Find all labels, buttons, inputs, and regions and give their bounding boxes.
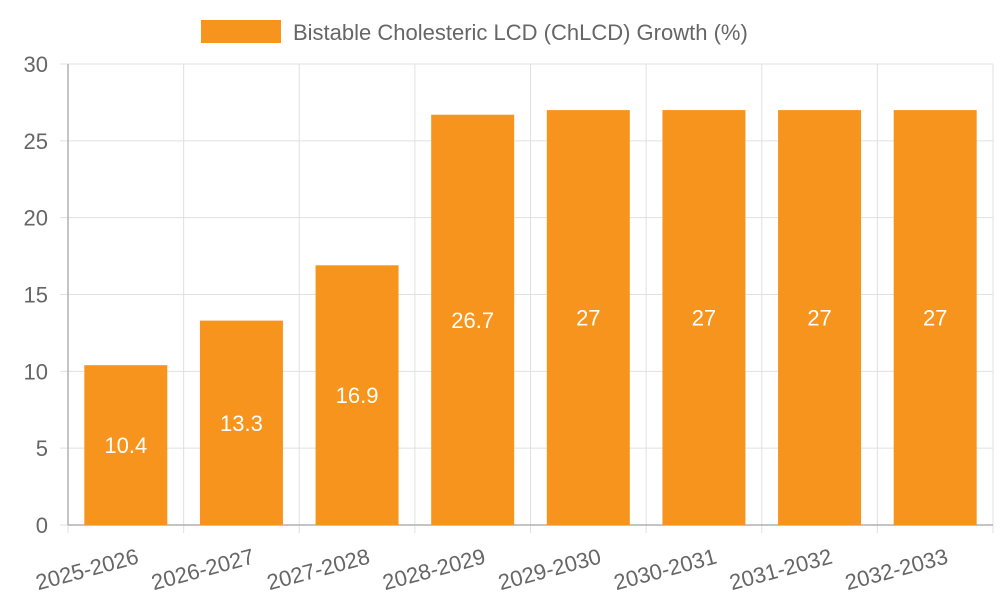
x-tick-label: 2030-2031 xyxy=(611,544,719,595)
bar-2025-2026[interactable] xyxy=(84,365,168,525)
bar-value-label: 27 xyxy=(923,306,947,331)
y-tick-label: 0 xyxy=(36,513,48,538)
y-tick-label: 30 xyxy=(24,52,48,77)
bar-value-label: 26.7 xyxy=(451,308,494,333)
data-labels: 10.4 13.3 16.9 26.7 27 27 27 27 xyxy=(104,306,947,459)
bar-value-label: 27 xyxy=(692,306,716,331)
legend-label[interactable]: Bistable Cholesteric LCD (ChLCD) Growth … xyxy=(293,20,748,45)
legend[interactable]: Bistable Cholesteric LCD (ChLCD) Growth … xyxy=(201,20,748,45)
x-tick-label: 2028-2029 xyxy=(380,544,488,595)
y-tick-label: 15 xyxy=(24,283,48,308)
bar-2029-2030[interactable] xyxy=(546,110,630,525)
legend-swatch[interactable] xyxy=(201,20,281,43)
bars xyxy=(84,110,977,526)
x-tick-label: 2025-2026 xyxy=(33,544,141,595)
bar-2030-2031[interactable] xyxy=(662,110,746,525)
x-tick-label: 2029-2030 xyxy=(496,544,604,595)
x-tick-label: 2027-2028 xyxy=(264,544,372,595)
bar-2031-2032[interactable] xyxy=(778,110,862,525)
y-tick-label: 5 xyxy=(36,436,48,461)
y-tick-label: 10 xyxy=(24,359,48,384)
y-tick-label: 25 xyxy=(24,129,48,154)
bar-value-label: 27 xyxy=(576,306,600,331)
bar-value-label: 27 xyxy=(807,306,831,331)
x-tick-label: 2032-2033 xyxy=(842,544,950,595)
bar-2032-2033[interactable] xyxy=(893,110,977,525)
bar-2026-2027[interactable] xyxy=(199,320,283,525)
x-tick-label: 2031-2032 xyxy=(727,544,835,595)
bar-2028-2029[interactable] xyxy=(431,114,515,526)
bar-value-label: 16.9 xyxy=(336,383,379,408)
bar-2027-2028[interactable] xyxy=(315,265,399,525)
y-tick-label: 20 xyxy=(24,206,48,231)
x-tick-label: 2026-2027 xyxy=(149,544,257,595)
bar-value-label: 10.4 xyxy=(104,433,147,458)
bar-value-label: 13.3 xyxy=(220,411,263,436)
